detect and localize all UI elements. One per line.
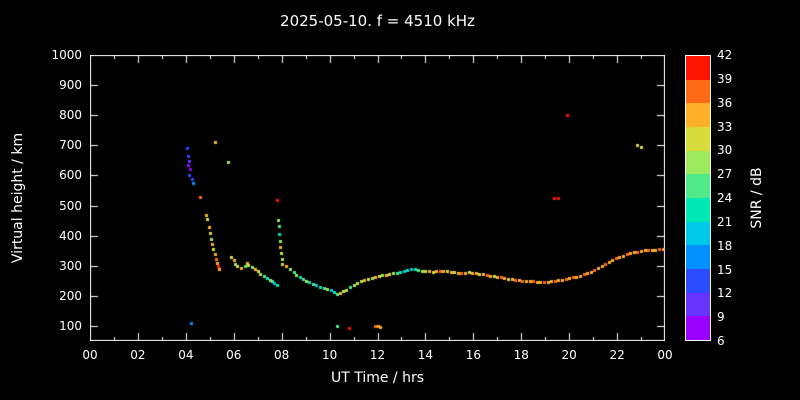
colorbar-segment xyxy=(686,292,710,317)
colorbar-tick-label: 33 xyxy=(717,119,733,134)
colorbar-tick-label: 9 xyxy=(717,310,725,325)
x-tick-label: 12 xyxy=(369,348,386,362)
chart-title: 2025-05-10. f = 4510 kHz xyxy=(280,12,475,30)
x-tick-label: 14 xyxy=(417,348,434,362)
colorbar-segment xyxy=(686,126,710,151)
x-tick-label: 10 xyxy=(321,348,338,362)
colorbar-tick-label: 24 xyxy=(717,191,733,205)
colorbar-segment xyxy=(686,221,710,246)
colorbar-segment xyxy=(686,55,710,80)
x-tick-label: 16 xyxy=(465,348,481,362)
colorbar-segment xyxy=(686,150,710,175)
x-tick-label: 22 xyxy=(609,348,625,362)
y-tick-label: 600 xyxy=(59,168,82,183)
colorbar-segment xyxy=(686,197,710,222)
colorbar-tick-label: 30 xyxy=(717,143,733,158)
y-tick-label: 700 xyxy=(59,138,82,153)
y-tick-label: 1000 xyxy=(51,48,82,62)
colorbar-tick-label: 27 xyxy=(717,167,733,182)
scatter-plot-canvas xyxy=(90,55,665,341)
colorbar xyxy=(685,55,711,341)
x-tick-label: 04 xyxy=(178,348,194,362)
colorbar-segment xyxy=(686,79,710,104)
y-tick-label: 500 xyxy=(59,198,82,213)
colorbar-tick-label: 21 xyxy=(717,214,733,229)
y-tick-label: 300 xyxy=(59,258,82,273)
colorbar-segment xyxy=(686,268,710,293)
colorbar-tick-label: 12 xyxy=(717,286,733,301)
colorbar-tick-label: 6 xyxy=(717,334,725,348)
y-tick-label: 100 xyxy=(59,318,82,333)
x-tick-label: 20 xyxy=(561,348,577,362)
y-axis-label: Virtual height / km xyxy=(10,132,26,264)
x-tick-label: 00 xyxy=(657,348,673,362)
colorbar-segment xyxy=(686,103,710,127)
y-tick-label: 900 xyxy=(59,78,82,93)
colorbar-tick-label: 42 xyxy=(717,48,733,62)
x-tick-label: 06 xyxy=(226,348,242,362)
colorbar-segment xyxy=(686,245,710,269)
x-tick-label: 02 xyxy=(130,348,146,362)
colorbar-tick-label: 39 xyxy=(717,71,733,86)
y-tick-label: 800 xyxy=(59,108,82,123)
colorbar-tick-label: 18 xyxy=(717,238,733,253)
colorbar-tick-label: 36 xyxy=(717,95,733,110)
colorbar-label: SNR / dB xyxy=(749,167,765,229)
colorbar-segment xyxy=(686,174,710,198)
y-tick-label: 200 xyxy=(59,288,82,303)
colorbar-tick-label: 15 xyxy=(717,262,733,277)
x-tick-label: 08 xyxy=(274,348,290,362)
colorbar-segment xyxy=(686,316,710,340)
x-axis-label: UT Time / hrs xyxy=(330,370,425,386)
x-tick-label: 18 xyxy=(513,348,529,362)
y-tick-label: 400 xyxy=(59,228,82,243)
x-tick-label: 00 xyxy=(82,348,98,362)
